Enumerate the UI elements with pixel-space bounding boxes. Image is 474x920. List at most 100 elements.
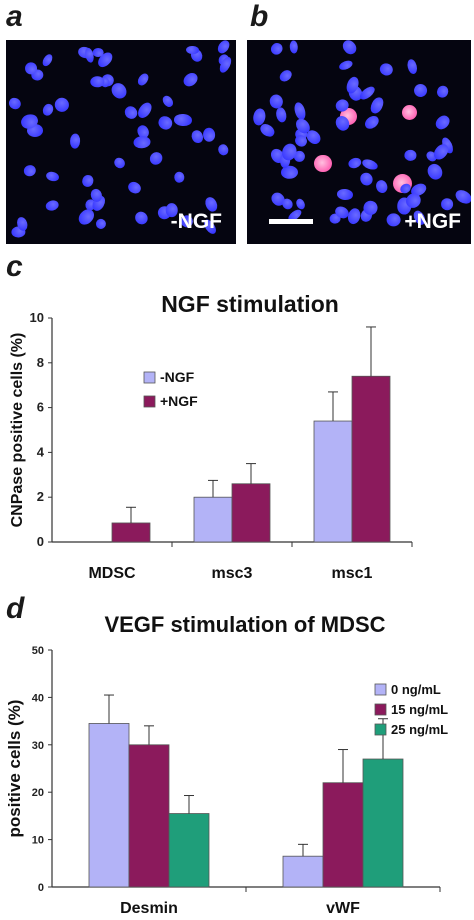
- cell-nucleus: [132, 209, 151, 227]
- cell-nucleus: [92, 47, 104, 57]
- cell-nucleus: [378, 61, 395, 77]
- cell-nucleus: [202, 127, 215, 143]
- bar: [322, 782, 364, 888]
- cell-nucleus: [80, 173, 95, 188]
- cell-nucleus: [386, 212, 402, 227]
- y-tick-label: 10: [32, 835, 44, 847]
- cell-nucleus: [434, 84, 450, 100]
- legend-swatch: [374, 723, 387, 736]
- legend-swatch: [143, 395, 156, 408]
- panel-letter-d: d: [6, 592, 25, 625]
- cell-nucleus: [216, 142, 230, 157]
- legend-label: 15 ng/mL: [391, 702, 448, 717]
- cell-nucleus: [288, 40, 298, 55]
- cell-nucleus: [181, 70, 201, 90]
- cell-nucleus: [126, 179, 143, 196]
- cell-nucleus: [185, 45, 199, 55]
- cell-nucleus: [174, 113, 193, 127]
- cell-nucleus: [403, 148, 417, 161]
- panel-letter-c: c: [6, 250, 23, 283]
- y-tick-label: 0: [37, 534, 44, 549]
- cell-nucleus: [276, 68, 294, 85]
- cell-nucleus: [147, 149, 166, 168]
- bar: [313, 420, 353, 543]
- y-tick-label: 40: [32, 692, 44, 704]
- cell-nucleus: [40, 102, 55, 118]
- bar: [88, 723, 130, 888]
- y-tick-label: 6: [37, 400, 44, 415]
- cell-nucleus: [440, 197, 453, 211]
- cell-nucleus: [368, 95, 386, 115]
- cell-nucleus: [112, 155, 128, 171]
- bar: [282, 855, 324, 888]
- cell-nucleus: [453, 187, 471, 207]
- legend-label: +NGF: [160, 393, 198, 409]
- cell-nucleus: [411, 81, 430, 100]
- bar: [168, 813, 210, 888]
- bar: [351, 375, 391, 543]
- cell-nucleus: [433, 113, 453, 133]
- micrograph-a: -NGF: [6, 40, 236, 244]
- y-tick-label: 4: [37, 444, 45, 459]
- chart-title: VEGF stimulation of MDSC: [104, 612, 385, 637]
- legend-swatch: [374, 703, 387, 716]
- y-tick-label: 0: [38, 882, 44, 894]
- category-label: Desmin: [120, 900, 178, 917]
- y-tick-label: 50: [32, 645, 44, 657]
- bar: [128, 744, 170, 888]
- cell-nucleus: [90, 75, 104, 88]
- legend-label: -NGF: [160, 369, 195, 385]
- cell-nucleus: [346, 155, 363, 170]
- cell-nucleus: [155, 114, 175, 133]
- cell-nucleus: [360, 157, 379, 172]
- legend-label: 0 ng/mL: [391, 682, 441, 697]
- cell-nucleus: [268, 40, 286, 57]
- cell-nucleus: [173, 170, 185, 183]
- legend-swatch: [143, 371, 156, 384]
- cell-nucleus: [336, 188, 354, 201]
- micrograph-b: +NGF: [247, 40, 471, 244]
- y-tick-label: 2: [37, 489, 44, 504]
- category-label: msc1: [332, 565, 373, 582]
- chart-ngf-stimulation: NGF stimulation CNPase positive cells (%)…: [9, 291, 413, 582]
- category-label: MDSC: [88, 565, 136, 582]
- y-axis-label: CNPase positive cells (%): [9, 333, 26, 528]
- positive-cell: [314, 154, 332, 173]
- category-label: vWF: [326, 900, 360, 917]
- positive-cell: [401, 105, 418, 121]
- chart-vegf-stimulation: VEGF stimulation of MDSC positive cells (…: [5, 612, 448, 917]
- legend-label: 25 ng/mL: [391, 722, 448, 737]
- cell-nucleus: [136, 71, 151, 87]
- cell-nucleus: [161, 94, 176, 110]
- y-tick-label: 30: [32, 740, 44, 752]
- bar: [362, 758, 404, 888]
- cell-nucleus: [69, 133, 81, 149]
- legend-swatch: [374, 683, 387, 696]
- cell-nucleus: [362, 113, 382, 132]
- cell-nucleus: [135, 100, 155, 121]
- cell-nucleus: [189, 128, 205, 145]
- bar: [231, 483, 271, 543]
- y-axis-label: positive cells (%): [5, 700, 24, 838]
- y-tick-label: 8: [37, 355, 44, 370]
- bar: [111, 522, 151, 543]
- bar: [193, 496, 233, 543]
- cell-nucleus: [340, 40, 359, 57]
- cell-nucleus: [424, 161, 445, 183]
- cell-nucleus: [275, 106, 288, 124]
- cell-nucleus: [44, 198, 60, 212]
- chart-title: NGF stimulation: [161, 291, 339, 317]
- cell-nucleus: [40, 52, 54, 68]
- cell-nucleus: [45, 170, 61, 183]
- cell-nucleus: [406, 58, 419, 75]
- cell-nucleus: [52, 94, 72, 115]
- cell-nucleus: [22, 163, 37, 178]
- scale-bar: [269, 219, 313, 224]
- panel-letter-a: a: [6, 0, 23, 33]
- micrograph-a-label: -NGF: [170, 210, 222, 233]
- y-tick-label: 20: [32, 787, 44, 799]
- cell-nucleus: [133, 135, 151, 149]
- cell-nucleus: [7, 95, 23, 112]
- panel-letter-b: b: [250, 0, 269, 33]
- cell-nucleus: [373, 178, 389, 195]
